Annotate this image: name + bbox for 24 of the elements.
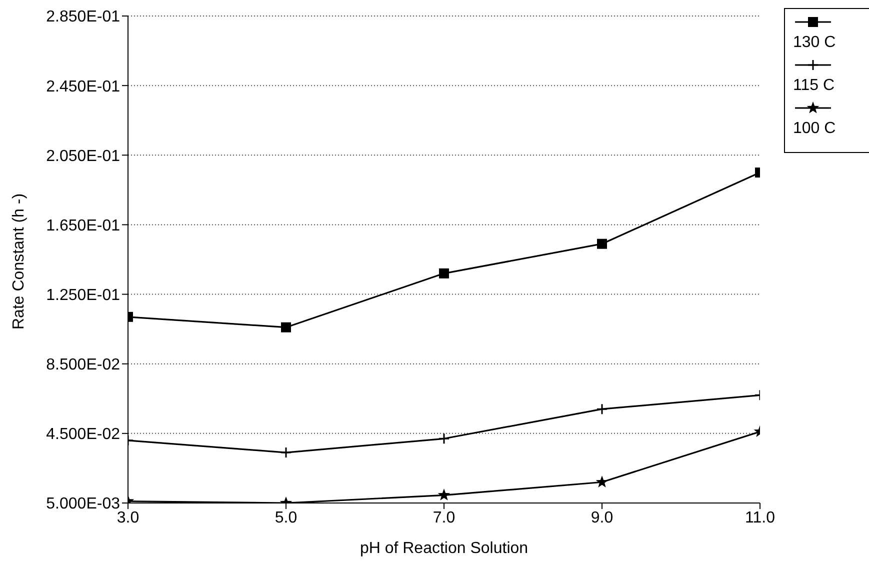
y-tick-label: 8.500E-02 <box>46 356 120 374</box>
y-tick-label: 1.650E-01 <box>46 217 120 234</box>
y-tick-label: 2.850E-01 <box>46 8 120 26</box>
x-tick-label: 5.0 <box>274 509 298 526</box>
y-tick-label: 2.450E-01 <box>46 78 120 96</box>
x-tick-label: 9.0 <box>590 509 614 526</box>
point <box>438 432 450 444</box>
y-axis-title: Rate Constant (h -) <box>10 193 28 330</box>
legend-label: 100 C <box>793 120 837 138</box>
point <box>439 268 449 278</box>
y-tick-label: 2.050E-01 <box>46 148 120 165</box>
point <box>597 238 607 249</box>
legend-label: 115 C <box>793 77 836 95</box>
y-tick-label: 1.250E-01 <box>46 286 120 304</box>
x-tick-label: 11.0 <box>745 509 776 526</box>
point <box>281 322 291 332</box>
point <box>596 476 608 488</box>
point <box>438 488 450 500</box>
x-axis-title: pH of Reaction Solution <box>360 540 528 557</box>
y-tick-label: 4.500E-02 <box>46 426 120 444</box>
point <box>280 446 292 458</box>
legend-label: 130 C <box>793 34 837 52</box>
point <box>596 403 608 415</box>
x-tick-label: 7.0 <box>432 509 456 526</box>
